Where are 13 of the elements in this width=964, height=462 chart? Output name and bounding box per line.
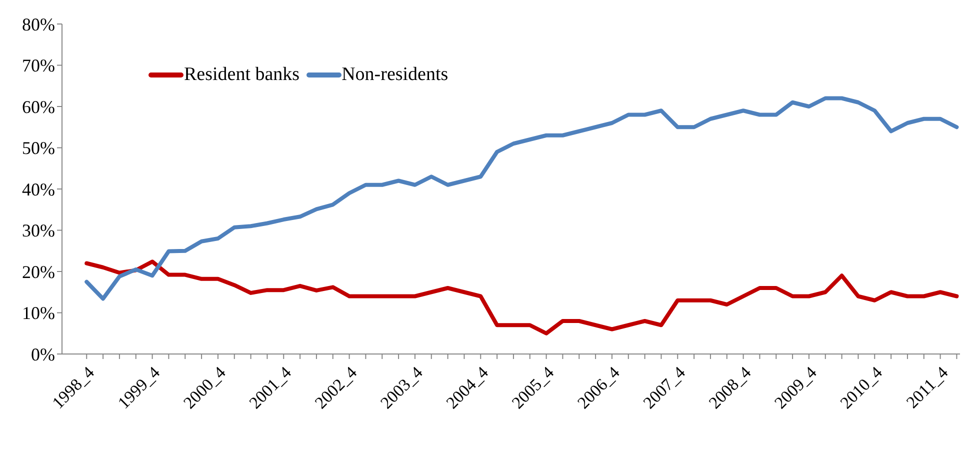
line-series: [84, 96, 959, 301]
line-series: [84, 260, 959, 336]
y-tick-label: 20%: [22, 262, 55, 282]
y-tick-label: 50%: [22, 138, 55, 158]
y-tick-label: 10%: [22, 303, 55, 324]
legend-label: Non-residents: [342, 64, 448, 86]
y-tick-label: 70%: [22, 56, 55, 76]
y-tick-label: 80%: [22, 14, 55, 34]
y-tick-label: 60%: [22, 96, 55, 117]
legend-label: Resident banks: [184, 64, 300, 86]
y-tick-label: 30%: [22, 220, 55, 241]
y-tick-label: 40%: [22, 179, 55, 200]
y-tick-label: 0%: [31, 344, 55, 364]
